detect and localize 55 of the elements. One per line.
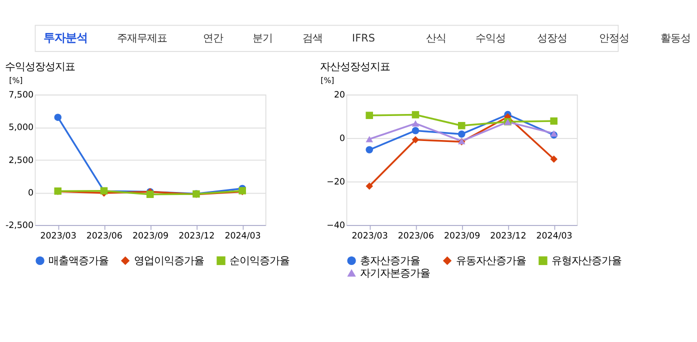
- point: [412, 120, 420, 127]
- point: [458, 122, 466, 130]
- x-tick-label: 2023/06: [86, 232, 122, 242]
- point: [550, 155, 558, 163]
- point: [550, 117, 558, 125]
- y-tick-label: 2,500: [8, 156, 34, 166]
- text: 산식: [426, 32, 446, 44]
- legend-label: 유동자산증가율: [456, 255, 526, 268]
- x-tick-label: 2023/09: [444, 232, 480, 242]
- y-tick-label: 5,000: [8, 123, 34, 134]
- text: 검색: [302, 32, 322, 44]
- y-axis-title: [%]: [320, 76, 334, 85]
- text: 연간: [202, 32, 223, 44]
- text: 주재무제표: [117, 32, 168, 44]
- x-tick-label: 2024/03: [224, 232, 261, 242]
- point: [412, 126, 420, 134]
- x-tick-label: 2023/09: [132, 232, 169, 242]
- text: 활동성: [660, 32, 691, 44]
- point: [146, 190, 154, 198]
- legend-label: 매출액증가율: [48, 255, 109, 268]
- point: [366, 182, 374, 190]
- point: [366, 112, 374, 120]
- x-tick-label: 2023/06: [398, 232, 434, 242]
- legend-label: 순이익증가율: [230, 255, 290, 268]
- chart-title: 수익성장성지표: [5, 61, 76, 74]
- text: 수익성: [475, 32, 506, 44]
- y-tick-label: 0: [339, 134, 346, 144]
- text: 투자분석: [43, 31, 88, 44]
- x-tick-label: 2023/12: [490, 232, 526, 242]
- text: 안정성: [598, 32, 629, 44]
- y-tick-label: 20: [334, 90, 346, 101]
- y-tick-label: -2,500: [5, 221, 34, 232]
- x-tick-label: 2023/03: [352, 232, 388, 242]
- point: [412, 111, 420, 118]
- text: 성장성: [537, 32, 568, 44]
- legend-label: 총자산증가율: [360, 255, 420, 268]
- point: [366, 136, 374, 142]
- y-axis-title: [%]: [9, 76, 23, 85]
- x-tick-label: 2023/03: [40, 232, 76, 242]
- point: [412, 136, 420, 144]
- legend-label: 유형자산증가율: [552, 255, 622, 268]
- y-tick-label: −40: [326, 221, 346, 232]
- y-tick-label: 7,500: [8, 90, 34, 101]
- legend-label: 영업이익증가율: [134, 255, 204, 268]
- y-tick-label: 0: [28, 188, 34, 198]
- chart-title: 자산성장성지표: [320, 61, 390, 74]
- text: 분기: [252, 32, 273, 44]
- x-tick-label: 2023/12: [178, 232, 215, 242]
- point: [54, 114, 62, 121]
- text: IFRS: [352, 32, 376, 44]
- y-tick-label: −20: [326, 178, 346, 188]
- point: [366, 146, 374, 154]
- x-tick-label: 2024/03: [536, 232, 572, 242]
- legend-label: 자기자본증가율: [360, 267, 430, 280]
- point: [458, 130, 466, 138]
